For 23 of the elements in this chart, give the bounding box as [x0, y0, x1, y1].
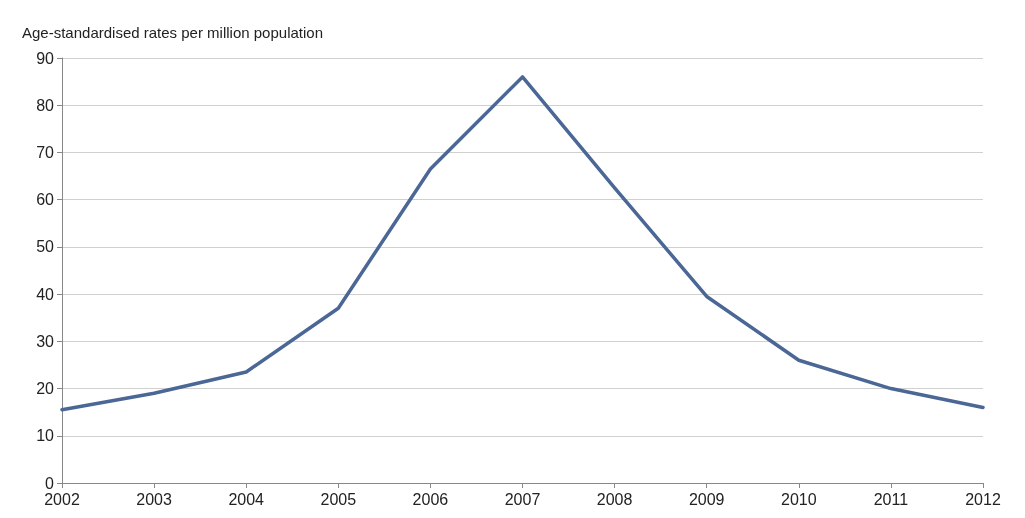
x-tick-label: 2012: [965, 490, 1001, 508]
y-tick-label: 40: [36, 285, 55, 303]
y-tick-label: 20: [36, 380, 55, 398]
y-tick-label: 10: [36, 427, 55, 445]
y-tick-label: 50: [36, 238, 55, 256]
y-axis-title: Age-standardised rates per million population: [22, 24, 324, 41]
x-tick-label: 2003: [136, 490, 172, 508]
y-tick-label: 80: [36, 96, 55, 114]
x-tick-label: 2005: [320, 490, 357, 508]
x-tick-label: 2006: [412, 490, 449, 508]
x-tick-label: 2008: [596, 490, 633, 508]
x-tick-label: 2002: [44, 490, 80, 508]
x-tick-label: 2004: [228, 490, 265, 508]
y-tick-label: 30: [36, 332, 55, 350]
y-tick-label: 60: [36, 191, 55, 209]
x-tick-label: 2009: [688, 490, 725, 508]
y-tick-label: 0: [45, 474, 55, 492]
x-tick-label: 2010: [781, 490, 817, 508]
y-tick-label: 70: [36, 143, 55, 161]
x-tick-label: 2007: [504, 490, 541, 508]
y-tick-label: 90: [36, 49, 55, 67]
line-series: [60, 75, 985, 412]
x-tick-label: 2011: [873, 490, 909, 508]
